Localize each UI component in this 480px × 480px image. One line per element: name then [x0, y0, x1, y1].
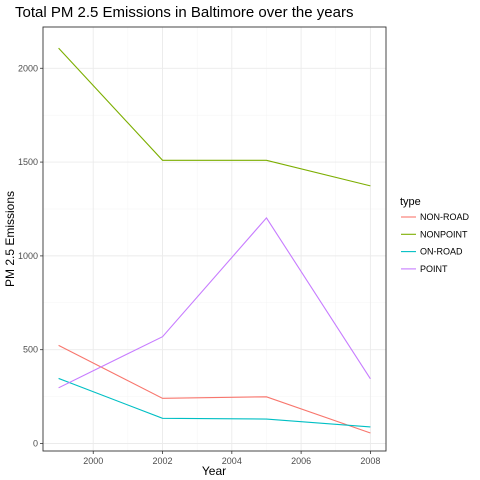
series-line-nonpoint	[58, 47, 371, 187]
series-line-non-road	[58, 344, 371, 434]
series-lines	[58, 47, 371, 434]
series-line-on-road	[58, 377, 371, 428]
chart-title: Total PM 2.5 Emissions in Baltimore over…	[15, 4, 353, 21]
y-tick-label: 0	[33, 438, 38, 448]
legend-title: type	[400, 196, 421, 208]
y-tick-label: 2000	[18, 63, 38, 73]
x-tick-label: 2008	[360, 456, 380, 466]
series-line-point	[58, 216, 371, 389]
y-axis-title: PM 2.5 Emissions	[3, 191, 17, 287]
plot-panel	[42, 26, 387, 452]
x-tick-label: 2006	[291, 456, 311, 466]
y-tick-label: 1500	[18, 157, 38, 167]
legend-label-point: POINT	[420, 264, 448, 274]
legend-label-non-road: NON-ROAD	[420, 212, 469, 222]
x-tick-label: 2002	[153, 456, 173, 466]
axes: 2000 2002 2004 2006 2008 0 500 1000 1500 2000	[18, 63, 380, 466]
gridlines	[43, 27, 386, 451]
y-tick-label: 1000	[18, 251, 38, 261]
legend-label-nonpoint: NONPOINT	[420, 229, 468, 239]
legend: type NON-ROAD NONPOINT ON-ROAD POINT	[400, 196, 469, 274]
x-tick-label: 2004	[222, 456, 242, 466]
y-tick-label: 500	[23, 345, 38, 355]
x-tick-label: 2000	[83, 456, 103, 466]
legend-label-on-road: ON-ROAD	[420, 247, 463, 257]
x-axis-title: Year	[202, 464, 226, 478]
